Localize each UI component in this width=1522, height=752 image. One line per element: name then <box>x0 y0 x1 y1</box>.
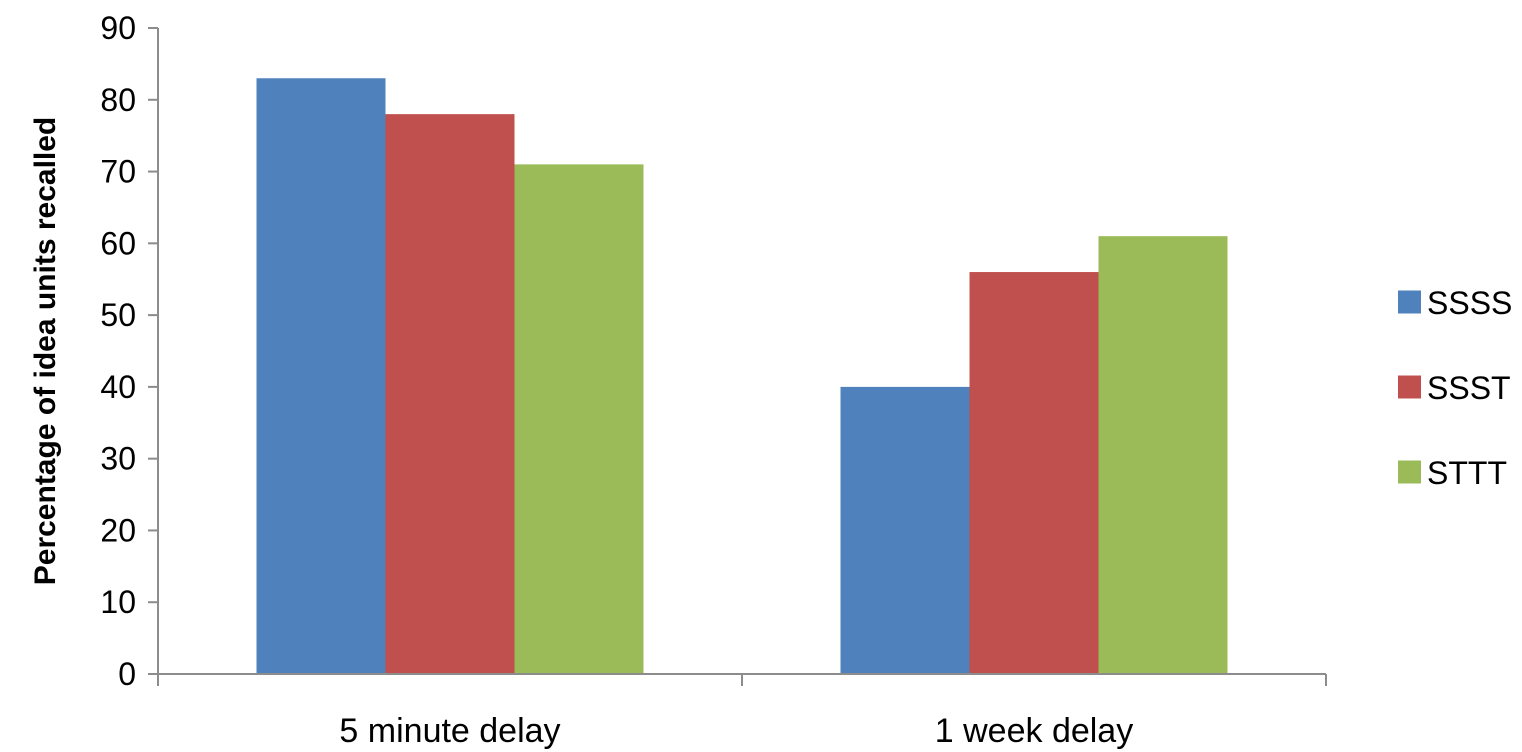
bar-ssst-1 <box>385 114 515 675</box>
x-categories-group: 5 minute delay 1 week delay <box>157 674 1327 750</box>
y-tick-label: 0 <box>118 656 136 692</box>
y-axis-title: Percentage of idea units recalled <box>29 117 62 586</box>
legend-label: STTT <box>1427 455 1507 491</box>
bars-group <box>256 78 1228 675</box>
y-tick-label: 30 <box>100 441 136 477</box>
x-category-label: 1 week delay <box>935 712 1133 750</box>
bar-sttt-2 <box>1098 236 1228 674</box>
y-tick-label: 50 <box>100 297 136 333</box>
y-tick-label: 70 <box>100 154 136 190</box>
y-tick-label: 80 <box>100 82 136 118</box>
legend: SSSS SSST STTT <box>1398 285 1512 491</box>
y-tick-label: 90 <box>100 10 136 46</box>
y-ticks-group: 0 10 20 30 40 50 60 70 80 90 <box>100 10 158 692</box>
legend-label: SSSS <box>1427 285 1512 321</box>
bar-sttt-1 <box>514 164 644 674</box>
bar-ssst-2 <box>969 272 1099 674</box>
bar-ssss-1 <box>256 78 386 674</box>
bar-ssss-2 <box>840 386 970 674</box>
legend-label: SSST <box>1427 370 1511 406</box>
y-tick-label: 10 <box>100 584 136 620</box>
legend-swatch-sttt <box>1398 460 1421 484</box>
legend-swatch-ssst <box>1398 375 1421 399</box>
y-tick-label: 20 <box>100 512 136 548</box>
y-tick-label: 40 <box>100 369 136 405</box>
x-category-label: 5 minute delay <box>339 712 560 750</box>
y-tick-label: 60 <box>100 225 136 261</box>
legend-swatch-ssss <box>1398 290 1421 314</box>
